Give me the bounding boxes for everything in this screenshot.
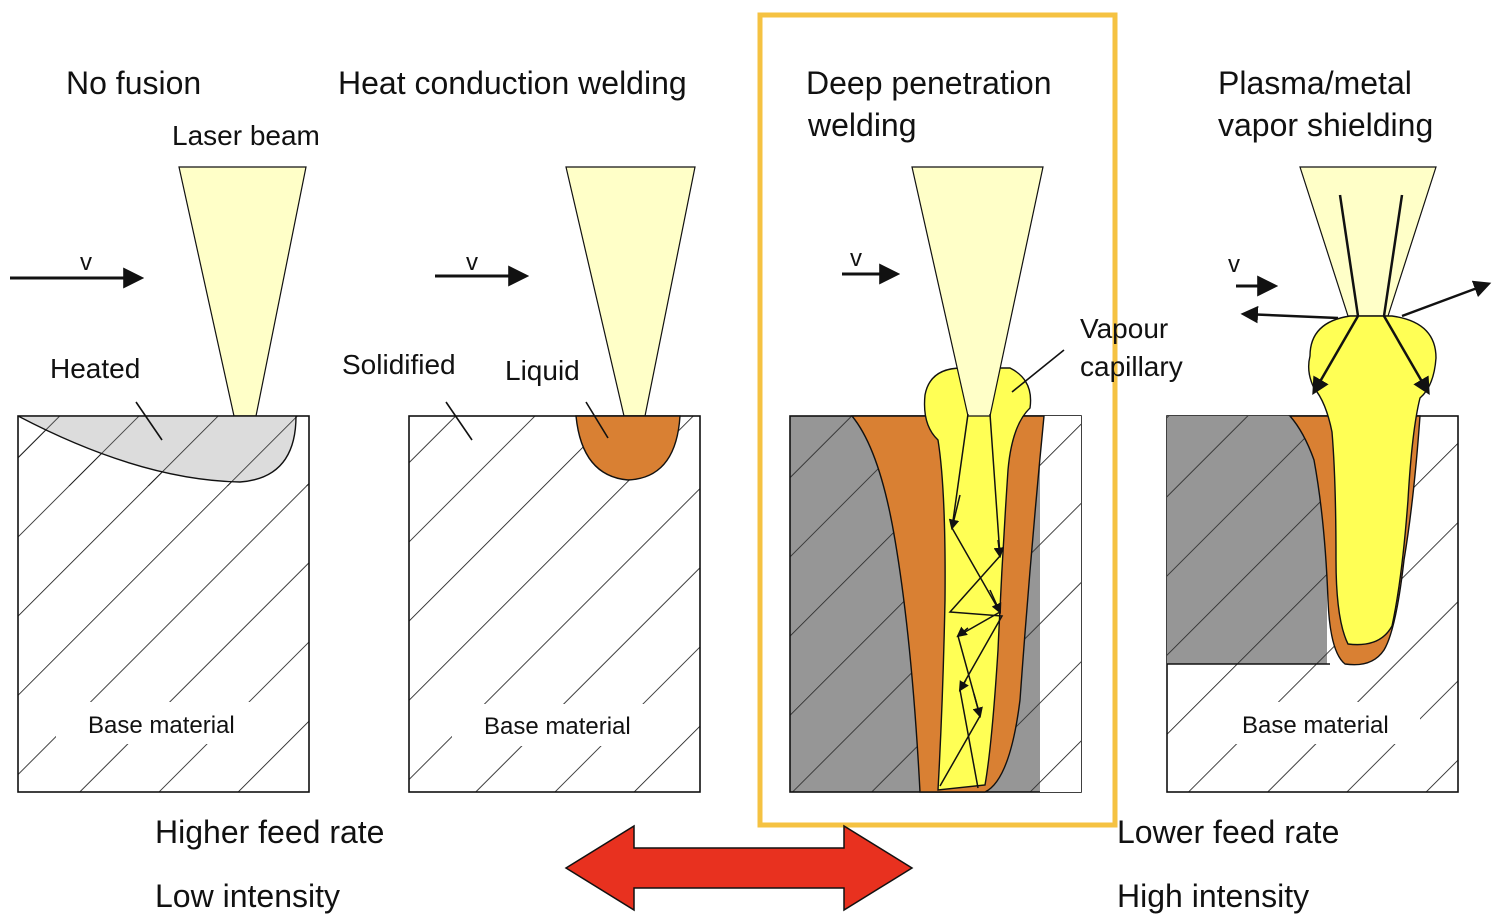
v-label-3: v — [850, 245, 862, 272]
title-no-fusion: No fusion — [66, 65, 201, 101]
base-material-1: Base material — [88, 712, 235, 739]
panel-deep-penetration: Deep penetration welding v Vapour capill… — [757, 12, 1183, 828]
heated-label: Heated — [50, 353, 140, 384]
laser-beam-4 — [1299, 166, 1437, 317]
vapour-label-1: Vapour — [1080, 313, 1168, 344]
high-intensity-label: High intensity — [1117, 878, 1309, 914]
title-plasma-1: Plasma/metal — [1218, 65, 1412, 101]
base-material-2: Base material — [484, 713, 631, 740]
v-label-2: v — [466, 249, 478, 276]
vapour-capillary — [923, 367, 1032, 791]
higher-feed-label: Higher feed rate — [155, 814, 384, 850]
v-label-4: v — [1228, 251, 1240, 278]
title-deep-1: Deep penetration — [806, 65, 1052, 101]
title-deep-2: welding — [807, 107, 917, 143]
panel-heat-conduction: Heat conduction welding v Solidified Liq… — [338, 65, 701, 793]
vapour-leader — [1011, 349, 1065, 393]
heated-leader — [135, 401, 163, 441]
solidified-leader — [445, 401, 473, 441]
plasma-cloud — [1307, 315, 1437, 646]
liquid-label: Liquid — [505, 355, 580, 386]
liquid-leader — [585, 401, 609, 439]
title-heat-conduction: Heat conduction welding — [338, 65, 687, 101]
reflection-path-1 — [939, 413, 1002, 787]
laser-beam-label: Laser beam — [172, 120, 320, 151]
hatch-overlay-1 — [18, 416, 309, 486]
v-label-1: v — [80, 249, 92, 276]
title-plasma-2: vapor shielding — [1218, 107, 1433, 143]
reflection-path-2 — [948, 413, 1004, 789]
laser-beam-2 — [565, 166, 696, 417]
laser-beam-1 — [178, 166, 307, 417]
highlight-frame — [757, 12, 1118, 828]
bottom-legend: Higher feed rate Low intensity Lower fee… — [155, 814, 1339, 914]
panel-plasma-shielding: Plasma/metal vapor shielding v Base mate… — [1166, 65, 1492, 793]
liquid-pool — [575, 415, 681, 481]
vapour-label-2: capillary — [1080, 351, 1183, 382]
base-material-4: Base material — [1242, 712, 1389, 739]
lower-feed-label: Lower feed rate — [1117, 814, 1339, 850]
low-intensity-label: Low intensity — [155, 878, 340, 914]
double-arrow — [564, 824, 914, 912]
panel-no-fusion: No fusion Laser beam v Heated Base mater… — [10, 65, 320, 793]
solidified-label: Solidified — [342, 349, 456, 380]
